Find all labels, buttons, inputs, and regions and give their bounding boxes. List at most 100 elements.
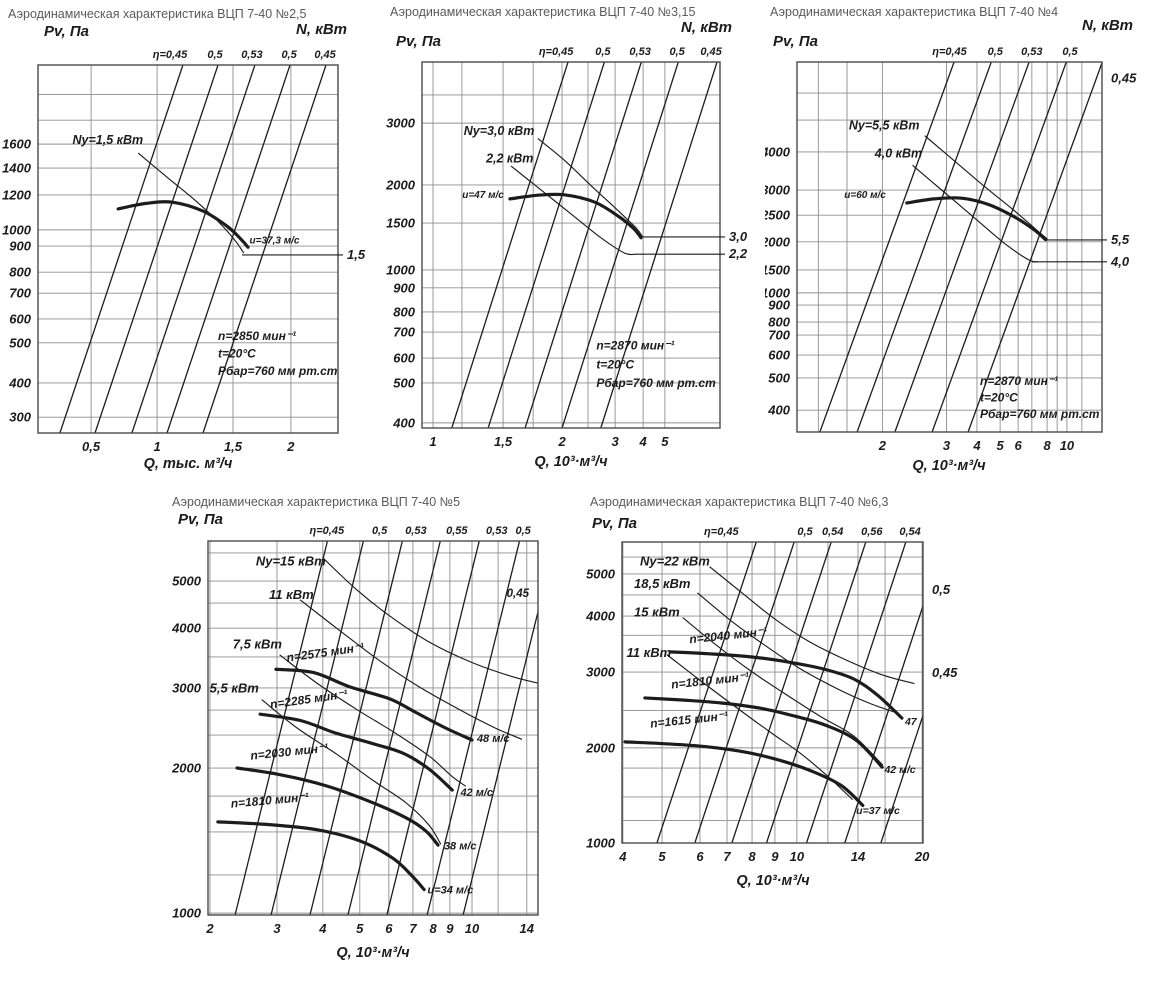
pressure-curve bbox=[116, 200, 250, 249]
eta-label: η=0,45 bbox=[153, 49, 188, 61]
efficiency-line bbox=[270, 541, 365, 915]
annotation: Ny=22 кВт bbox=[640, 553, 710, 568]
y-tick-label: 600 bbox=[9, 311, 31, 326]
plot-border bbox=[421, 61, 721, 429]
y-axis-label: Pv, Па bbox=[44, 23, 89, 40]
x-tick-label: 10 bbox=[790, 849, 805, 864]
eta-label: 0,56 bbox=[861, 526, 883, 538]
plot-border bbox=[207, 540, 539, 916]
y-axis-label: Pv, Па bbox=[396, 33, 441, 50]
x-tick-label: 2 bbox=[557, 434, 566, 449]
x-tick-label: 0,5 bbox=[82, 439, 101, 454]
annotation: u=47 м/с bbox=[462, 190, 504, 201]
annotation: 0,45 bbox=[507, 588, 530, 600]
y-tick-label: 500 bbox=[9, 335, 31, 350]
power-curve bbox=[666, 654, 853, 800]
annotation: n=2870 мин⁻¹ bbox=[980, 374, 1058, 388]
right-scale-label: 1,5 bbox=[347, 247, 366, 262]
eta-label: 0,5 bbox=[372, 525, 388, 537]
n-axis-label: N, кВт bbox=[1082, 17, 1133, 34]
y-tick-label: 3000 bbox=[765, 183, 791, 198]
y-tick-label: 1000 bbox=[586, 836, 616, 851]
pressure-curve bbox=[905, 196, 1048, 242]
y-axis-label: Pv, Па bbox=[178, 511, 223, 528]
y-tick-label: 5000 bbox=[172, 574, 202, 589]
chart-vcp-7-40-no4: Аэродинамическая характеристика ВЦП 7-40… bbox=[760, 0, 1152, 480]
y-tick-label: 700 bbox=[9, 286, 31, 301]
y-tick-label: 800 bbox=[768, 315, 790, 330]
right-scale-label: 0,45 bbox=[932, 665, 958, 680]
x-tick-label: 8 bbox=[1043, 438, 1051, 453]
x-tick-label: 2 bbox=[878, 438, 887, 453]
power-curve bbox=[697, 592, 900, 715]
right-scale-label: 0,5 bbox=[932, 582, 951, 597]
y-axis-label: Pv, Па bbox=[592, 515, 637, 532]
y-tick-label: 2500 bbox=[765, 208, 791, 223]
y-tick-label: 3000 bbox=[386, 116, 416, 131]
eta-label: η=0,45 bbox=[704, 526, 739, 538]
y-tick-label: 2000 bbox=[765, 234, 791, 249]
y-tick-label: 500 bbox=[768, 370, 790, 385]
eta-label: 0,5 bbox=[1062, 46, 1078, 58]
efficiency-line bbox=[694, 542, 795, 843]
annotation: n=1615 мин⁻¹ bbox=[649, 709, 728, 731]
annotation: n=2285 мин⁻¹ bbox=[269, 687, 348, 712]
eta-label: 0,5 bbox=[595, 46, 611, 58]
y-tick-label: 700 bbox=[768, 328, 790, 343]
x-tick-label: 2 bbox=[205, 921, 214, 936]
y-tick-label: 900 bbox=[393, 280, 415, 295]
efficiency-line bbox=[309, 541, 404, 915]
efficiency-line bbox=[856, 62, 992, 432]
x-tick-label: 8 bbox=[748, 849, 756, 864]
y-tick-label: 4000 bbox=[171, 621, 202, 636]
y-tick-label: 400 bbox=[8, 375, 31, 390]
y-tick-label: 3000 bbox=[586, 665, 616, 680]
eta-label: 0,5 bbox=[988, 46, 1004, 58]
efficiency-line bbox=[805, 542, 907, 843]
annotation: 42 м/с bbox=[883, 764, 915, 776]
x-axis-label: Q, тыс. м³/ч bbox=[144, 456, 233, 472]
y-tick-label: 1600 bbox=[2, 137, 32, 152]
efficiency-line bbox=[731, 542, 832, 843]
pressure-curve bbox=[235, 766, 440, 847]
power-curve bbox=[912, 165, 1039, 263]
annotation: u=37 м/с bbox=[856, 805, 900, 817]
annotation: 11 кВт bbox=[627, 645, 672, 660]
annotation: 4,0 кВт bbox=[874, 146, 922, 160]
right-scale-label: 4,0 bbox=[1110, 254, 1130, 269]
n-axis-label: N, кВт bbox=[681, 19, 732, 36]
annotation: Ny=1,5 кВт bbox=[73, 133, 144, 147]
eta-label: η=0,45 bbox=[932, 46, 967, 58]
efficiency-line bbox=[94, 65, 219, 433]
x-tick-label: 7 bbox=[409, 921, 417, 936]
chart-title: Аэродинамическая характеристика ВЦП 7-40… bbox=[390, 5, 695, 19]
annotation: Ny=3,0 кВт bbox=[464, 124, 535, 138]
chart-title: Аэродинамическая характеристика ВЦП 7-40… bbox=[590, 495, 889, 509]
y-tick-label: 1000 bbox=[765, 285, 791, 300]
annotation: t=20°C bbox=[218, 347, 256, 361]
annotation: t=20°C bbox=[596, 357, 634, 371]
efficiency-line bbox=[234, 541, 329, 915]
x-axis-label: Q, 10³·м³/ч bbox=[912, 458, 986, 474]
efficiency-line bbox=[462, 609, 538, 915]
x-axis-label: Q, 10³·м³/ч bbox=[736, 873, 810, 889]
efficiency-line bbox=[524, 62, 642, 428]
eta-label: η=0,45 bbox=[310, 525, 345, 537]
chart-title: Аэродинамическая характеристика ВЦП 7-40… bbox=[8, 7, 307, 21]
power-curve bbox=[137, 152, 245, 254]
pressure-curve bbox=[216, 820, 426, 892]
annotation: Ny=5,5 кВт bbox=[849, 118, 920, 132]
annotation: 18,5 кВт bbox=[634, 576, 691, 591]
x-tick-label: 10 bbox=[465, 921, 480, 936]
eta-label: η=0,45 bbox=[539, 46, 574, 58]
power-curve bbox=[299, 599, 523, 740]
x-tick-label: 3 bbox=[943, 438, 951, 453]
x-tick-label: 5 bbox=[658, 849, 666, 864]
y-tick-label: 1500 bbox=[386, 216, 416, 231]
annotation: Рбар=760 мм рт.ст bbox=[596, 376, 716, 390]
eta-label: 0,45 bbox=[700, 46, 722, 58]
x-tick-label: 9 bbox=[446, 921, 454, 936]
x-tick-label: 14 bbox=[851, 849, 866, 864]
power-curve bbox=[261, 699, 442, 845]
x-tick-label: 1,5 bbox=[224, 439, 243, 454]
